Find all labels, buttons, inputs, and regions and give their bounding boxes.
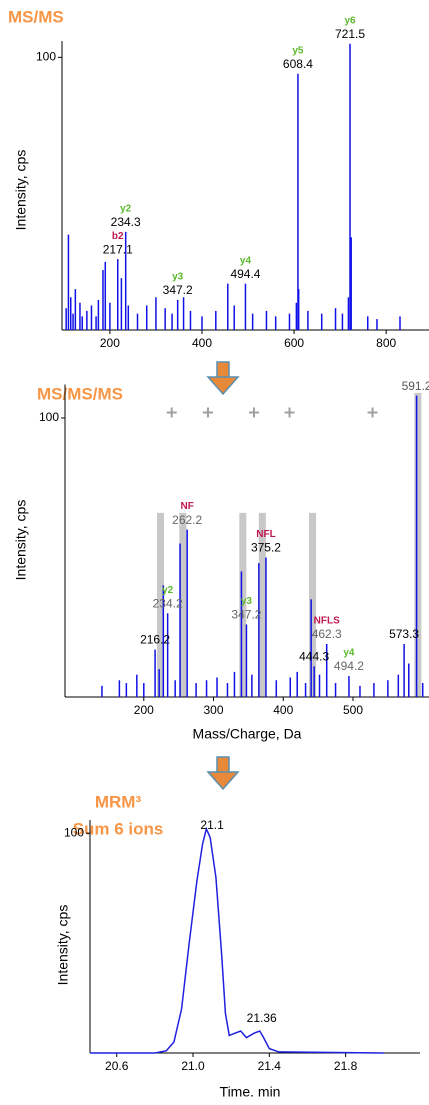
plus-marker bbox=[202, 407, 213, 418]
peak-label: 21.1 bbox=[200, 818, 224, 832]
peak-label: 21.36 bbox=[247, 1011, 277, 1025]
x-tick-label: 400 bbox=[192, 336, 212, 350]
x-tick-label: 600 bbox=[284, 336, 304, 350]
ion-label: b2 bbox=[112, 231, 124, 242]
peak-label: 217.1 bbox=[103, 242, 133, 256]
ion-label: y3 bbox=[241, 596, 253, 607]
trace bbox=[90, 826, 384, 1054]
y-tick-label: 100 bbox=[64, 825, 84, 839]
plus-marker bbox=[248, 407, 259, 418]
peak-label: 375.2 bbox=[251, 541, 281, 555]
plus-marker bbox=[166, 407, 177, 418]
x-tick-label: 21.4 bbox=[258, 1059, 282, 1073]
highlight-band bbox=[414, 392, 422, 697]
peak-label: 462.3 bbox=[312, 627, 342, 641]
ion-label: y4 bbox=[343, 648, 355, 659]
chart-title: MS/MS bbox=[8, 7, 64, 26]
x-tick-label: 200 bbox=[134, 703, 154, 717]
peak-label: 347.2 bbox=[163, 283, 193, 297]
y-tick-label: 100 bbox=[39, 410, 59, 424]
peak-label: 262.2 bbox=[172, 513, 202, 527]
chart-title: MRM³ bbox=[95, 792, 142, 811]
peak-label: 234.2 bbox=[153, 596, 183, 610]
highlight-band bbox=[258, 512, 266, 697]
ion-label: y2 bbox=[120, 203, 132, 214]
x-tick-label: 500 bbox=[343, 703, 363, 717]
chart-subtitle: Sum 6 ions bbox=[73, 819, 164, 838]
arrow bbox=[206, 756, 240, 791]
peak-label: 234.3 bbox=[111, 215, 141, 229]
peak-label: 591.2 bbox=[402, 379, 429, 393]
y-axis-label: Intensity, cps bbox=[55, 905, 71, 986]
peak-label: 347.2 bbox=[231, 608, 261, 622]
ion-label: y5 bbox=[292, 45, 304, 56]
peak-label: 721.5 bbox=[335, 27, 365, 41]
x-axis-label: Mass/Charge, Da bbox=[193, 726, 302, 742]
ion-label: y4 bbox=[240, 255, 252, 266]
peak-label: 444.3 bbox=[299, 649, 329, 663]
ion-label: y3 bbox=[172, 272, 184, 283]
ion-label: NFLS bbox=[314, 616, 340, 627]
x-tick-label: 300 bbox=[204, 703, 224, 717]
ion-label: NFL bbox=[256, 529, 275, 540]
ion-label: y2 bbox=[162, 585, 174, 596]
x-tick-label: 20.6 bbox=[105, 1059, 129, 1073]
y-axis-label: Intensity, cps bbox=[13, 150, 29, 231]
y-tick-label: 100 bbox=[36, 50, 56, 64]
plus-marker bbox=[284, 407, 295, 418]
highlight-band bbox=[309, 512, 317, 697]
y-axis-label: Intensity, cps bbox=[13, 500, 29, 581]
arrow bbox=[206, 361, 240, 396]
highlight-band bbox=[157, 512, 165, 697]
plus-marker bbox=[367, 407, 378, 418]
x-tick-label: 200 bbox=[100, 336, 120, 350]
x-axis-label: Time. min bbox=[220, 1084, 281, 1100]
peak-label: 573.3 bbox=[389, 627, 419, 641]
peak-label: 494.4 bbox=[230, 267, 260, 281]
highlight-band bbox=[179, 512, 187, 697]
highlight-band bbox=[239, 512, 247, 697]
peak-label: 216.2 bbox=[140, 633, 170, 647]
ion-label: y6 bbox=[344, 15, 356, 26]
ion-label: NF bbox=[180, 501, 193, 512]
x-tick-label: 21.0 bbox=[181, 1059, 205, 1073]
peak-label: 494.2 bbox=[334, 659, 364, 673]
x-tick-label: 800 bbox=[376, 336, 396, 350]
x-tick-label: 21.8 bbox=[334, 1059, 358, 1073]
x-tick-label: 400 bbox=[273, 703, 293, 717]
peak-label: 608.4 bbox=[283, 57, 313, 71]
chart-title: MS/MS/MS bbox=[37, 384, 123, 403]
